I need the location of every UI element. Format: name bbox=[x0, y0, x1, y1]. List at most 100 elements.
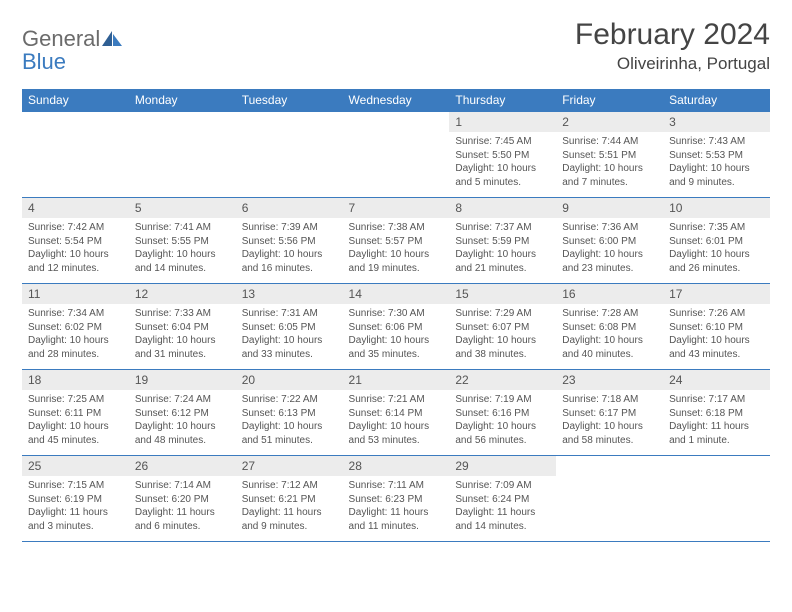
month-title: February 2024 bbox=[575, 18, 770, 52]
day-number: 18 bbox=[22, 370, 129, 390]
day-details: Sunrise: 7:24 AMSunset: 6:12 PMDaylight:… bbox=[129, 390, 236, 451]
day-number: 2 bbox=[556, 112, 663, 132]
daylight-text: Daylight: 10 hours and 31 minutes. bbox=[135, 334, 230, 361]
daylight-text: Daylight: 10 hours and 40 minutes. bbox=[562, 334, 657, 361]
day-number: 14 bbox=[343, 284, 450, 304]
calendar-table: SundayMondayTuesdayWednesdayThursdayFrid… bbox=[22, 89, 770, 542]
brand-part1: General bbox=[22, 26, 100, 51]
sunrise-text: Sunrise: 7:09 AM bbox=[455, 479, 550, 493]
weekday-header: Wednesday bbox=[343, 89, 450, 112]
sunset-text: Sunset: 5:50 PM bbox=[455, 149, 550, 163]
sunrise-text: Sunrise: 7:30 AM bbox=[349, 307, 444, 321]
calendar-day-cell: 15Sunrise: 7:29 AMSunset: 6:07 PMDayligh… bbox=[449, 284, 556, 370]
day-details: Sunrise: 7:19 AMSunset: 6:16 PMDaylight:… bbox=[449, 390, 556, 451]
sunset-text: Sunset: 6:13 PM bbox=[242, 407, 337, 421]
sunrise-text: Sunrise: 7:29 AM bbox=[455, 307, 550, 321]
day-details: Sunrise: 7:36 AMSunset: 6:00 PMDaylight:… bbox=[556, 218, 663, 279]
calendar-day-cell: 25Sunrise: 7:15 AMSunset: 6:19 PMDayligh… bbox=[22, 456, 129, 542]
day-details: Sunrise: 7:28 AMSunset: 6:08 PMDaylight:… bbox=[556, 304, 663, 365]
day-number: 25 bbox=[22, 456, 129, 476]
daylight-text: Daylight: 10 hours and 53 minutes. bbox=[349, 420, 444, 447]
sunset-text: Sunset: 6:00 PM bbox=[562, 235, 657, 249]
sunset-text: Sunset: 6:08 PM bbox=[562, 321, 657, 335]
calendar-week-row: 25Sunrise: 7:15 AMSunset: 6:19 PMDayligh… bbox=[22, 456, 770, 542]
sunrise-text: Sunrise: 7:11 AM bbox=[349, 479, 444, 493]
calendar-day-cell: 1Sunrise: 7:45 AMSunset: 5:50 PMDaylight… bbox=[449, 112, 556, 198]
sail-icon bbox=[100, 30, 124, 53]
sunrise-text: Sunrise: 7:45 AM bbox=[455, 135, 550, 149]
day-details: Sunrise: 7:39 AMSunset: 5:56 PMDaylight:… bbox=[236, 218, 343, 279]
sunrise-text: Sunrise: 7:31 AM bbox=[242, 307, 337, 321]
daylight-text: Daylight: 10 hours and 51 minutes. bbox=[242, 420, 337, 447]
sunrise-text: Sunrise: 7:17 AM bbox=[669, 393, 764, 407]
day-number: 11 bbox=[22, 284, 129, 304]
daylight-text: Daylight: 10 hours and 16 minutes. bbox=[242, 248, 337, 275]
sunrise-text: Sunrise: 7:33 AM bbox=[135, 307, 230, 321]
day-number: 6 bbox=[236, 198, 343, 218]
calendar-day-cell bbox=[129, 112, 236, 198]
sunset-text: Sunset: 6:05 PM bbox=[242, 321, 337, 335]
calendar-day-cell: 21Sunrise: 7:21 AMSunset: 6:14 PMDayligh… bbox=[343, 370, 450, 456]
sunset-text: Sunset: 5:54 PM bbox=[28, 235, 123, 249]
daylight-text: Daylight: 10 hours and 28 minutes. bbox=[28, 334, 123, 361]
sunset-text: Sunset: 6:11 PM bbox=[28, 407, 123, 421]
calendar-day-cell: 6Sunrise: 7:39 AMSunset: 5:56 PMDaylight… bbox=[236, 198, 343, 284]
day-number: 3 bbox=[663, 112, 770, 132]
sunset-text: Sunset: 6:01 PM bbox=[669, 235, 764, 249]
daylight-text: Daylight: 10 hours and 56 minutes. bbox=[455, 420, 550, 447]
sunset-text: Sunset: 5:55 PM bbox=[135, 235, 230, 249]
daylight-text: Daylight: 11 hours and 14 minutes. bbox=[455, 506, 550, 533]
day-details: Sunrise: 7:38 AMSunset: 5:57 PMDaylight:… bbox=[343, 218, 450, 279]
day-details: Sunrise: 7:22 AMSunset: 6:13 PMDaylight:… bbox=[236, 390, 343, 451]
sunrise-text: Sunrise: 7:14 AM bbox=[135, 479, 230, 493]
day-details: Sunrise: 7:35 AMSunset: 6:01 PMDaylight:… bbox=[663, 218, 770, 279]
daylight-text: Daylight: 11 hours and 11 minutes. bbox=[349, 506, 444, 533]
daylight-text: Daylight: 10 hours and 9 minutes. bbox=[669, 162, 764, 189]
sunrise-text: Sunrise: 7:15 AM bbox=[28, 479, 123, 493]
calendar-day-cell: 26Sunrise: 7:14 AMSunset: 6:20 PMDayligh… bbox=[129, 456, 236, 542]
calendar-day-cell: 14Sunrise: 7:30 AMSunset: 6:06 PMDayligh… bbox=[343, 284, 450, 370]
calendar-day-cell: 23Sunrise: 7:18 AMSunset: 6:17 PMDayligh… bbox=[556, 370, 663, 456]
header: GeneralBlue February 2024 Oliveirinha, P… bbox=[22, 18, 770, 75]
sunset-text: Sunset: 6:24 PM bbox=[455, 493, 550, 507]
calendar-day-cell: 29Sunrise: 7:09 AMSunset: 6:24 PMDayligh… bbox=[449, 456, 556, 542]
sunrise-text: Sunrise: 7:41 AM bbox=[135, 221, 230, 235]
sunrise-text: Sunrise: 7:36 AM bbox=[562, 221, 657, 235]
calendar-day-cell: 9Sunrise: 7:36 AMSunset: 6:00 PMDaylight… bbox=[556, 198, 663, 284]
day-number: 9 bbox=[556, 198, 663, 218]
sunset-text: Sunset: 6:06 PM bbox=[349, 321, 444, 335]
day-details: Sunrise: 7:11 AMSunset: 6:23 PMDaylight:… bbox=[343, 476, 450, 537]
day-details: Sunrise: 7:31 AMSunset: 6:05 PMDaylight:… bbox=[236, 304, 343, 365]
day-details: Sunrise: 7:18 AMSunset: 6:17 PMDaylight:… bbox=[556, 390, 663, 451]
day-number: 4 bbox=[22, 198, 129, 218]
day-details: Sunrise: 7:15 AMSunset: 6:19 PMDaylight:… bbox=[22, 476, 129, 537]
day-details: Sunrise: 7:12 AMSunset: 6:21 PMDaylight:… bbox=[236, 476, 343, 537]
calendar-day-cell: 18Sunrise: 7:25 AMSunset: 6:11 PMDayligh… bbox=[22, 370, 129, 456]
calendar-day-cell: 8Sunrise: 7:37 AMSunset: 5:59 PMDaylight… bbox=[449, 198, 556, 284]
day-number: 8 bbox=[449, 198, 556, 218]
calendar-week-row: 4Sunrise: 7:42 AMSunset: 5:54 PMDaylight… bbox=[22, 198, 770, 284]
sunrise-text: Sunrise: 7:34 AM bbox=[28, 307, 123, 321]
sunset-text: Sunset: 5:53 PM bbox=[669, 149, 764, 163]
day-details: Sunrise: 7:21 AMSunset: 6:14 PMDaylight:… bbox=[343, 390, 450, 451]
calendar-week-row: 1Sunrise: 7:45 AMSunset: 5:50 PMDaylight… bbox=[22, 112, 770, 198]
day-details: Sunrise: 7:45 AMSunset: 5:50 PMDaylight:… bbox=[449, 132, 556, 193]
day-details: Sunrise: 7:30 AMSunset: 6:06 PMDaylight:… bbox=[343, 304, 450, 365]
calendar-day-cell: 16Sunrise: 7:28 AMSunset: 6:08 PMDayligh… bbox=[556, 284, 663, 370]
calendar-day-cell bbox=[663, 456, 770, 542]
sunrise-text: Sunrise: 7:18 AM bbox=[562, 393, 657, 407]
brand-logo: GeneralBlue bbox=[22, 18, 124, 75]
daylight-text: Daylight: 10 hours and 45 minutes. bbox=[28, 420, 123, 447]
calendar-week-row: 11Sunrise: 7:34 AMSunset: 6:02 PMDayligh… bbox=[22, 284, 770, 370]
sunset-text: Sunset: 5:59 PM bbox=[455, 235, 550, 249]
daylight-text: Daylight: 10 hours and 5 minutes. bbox=[455, 162, 550, 189]
calendar-day-cell: 17Sunrise: 7:26 AMSunset: 6:10 PMDayligh… bbox=[663, 284, 770, 370]
day-number: 21 bbox=[343, 370, 450, 390]
sunset-text: Sunset: 6:10 PM bbox=[669, 321, 764, 335]
day-number: 5 bbox=[129, 198, 236, 218]
sunset-text: Sunset: 6:12 PM bbox=[135, 407, 230, 421]
day-details: Sunrise: 7:43 AMSunset: 5:53 PMDaylight:… bbox=[663, 132, 770, 193]
day-details: Sunrise: 7:44 AMSunset: 5:51 PMDaylight:… bbox=[556, 132, 663, 193]
sunrise-text: Sunrise: 7:21 AM bbox=[349, 393, 444, 407]
weekday-header: Monday bbox=[129, 89, 236, 112]
